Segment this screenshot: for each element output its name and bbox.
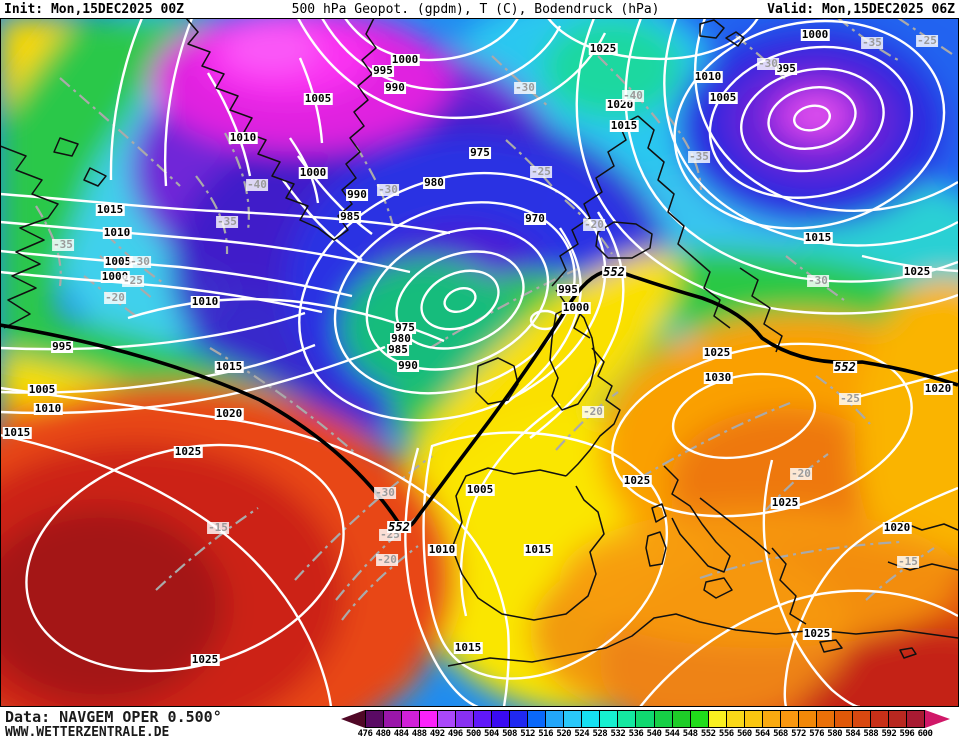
colorbar-tick: 524	[574, 729, 590, 739]
colorbar-tick: 596	[899, 729, 915, 739]
colorbar-cell	[546, 711, 565, 727]
website-label: WWW.WETTERZENTRALE.DE	[5, 725, 170, 740]
colorbar-tick: 528	[592, 729, 608, 739]
colorbar-cells	[365, 710, 925, 728]
colorbar-cell	[366, 711, 385, 727]
colorbar-tick: 536	[628, 729, 644, 739]
colorbar-tick: 564	[755, 729, 770, 739]
colorbar-tick: 580	[827, 729, 843, 739]
colorbar-cell	[744, 711, 763, 727]
colorbar-cell	[816, 711, 835, 727]
colorbar-cell	[834, 711, 853, 727]
valid-time-label: Valid: Mon,15DEC2025 06Z	[767, 1, 955, 17]
colorbar-tick: 552	[700, 729, 716, 739]
colorbar-tick: 600	[917, 729, 933, 739]
colorbar-tick: 544	[664, 729, 680, 739]
colorbar-tick: 572	[791, 729, 806, 739]
colorbar-cell	[582, 711, 601, 727]
pressure-contours	[0, 18, 959, 707]
field-blobs	[0, 18, 959, 707]
colorbar-cell	[564, 711, 583, 727]
colorbar-tick: 504	[484, 729, 499, 739]
colorbar-tick: 568	[773, 729, 788, 739]
colorbar-cell	[852, 711, 871, 727]
colorbar-tick: 560	[736, 729, 752, 739]
colorbar-cell	[384, 711, 403, 727]
colorbar-cell	[492, 711, 511, 727]
colorbar-tick: 556	[718, 729, 734, 739]
colorbar-tick: 540	[646, 729, 662, 739]
map-svg	[0, 18, 959, 707]
colorbar-cell	[798, 711, 817, 727]
title-bar: Init: Mon,15DEC2025 00Z 500 hPa Geopot. …	[0, 0, 959, 18]
colorbar-cell	[654, 711, 673, 727]
colorbar-tick: 488	[411, 729, 427, 739]
colorbar-cell	[600, 711, 619, 727]
colorbar-cell	[780, 711, 799, 727]
footer-bar: Data: NAVGEM OPER 0.500° WWW.WETTERZENTR…	[0, 707, 959, 741]
colorbar-cell	[672, 711, 691, 727]
colorbar-tick: 576	[809, 729, 824, 739]
colorbar-cell	[888, 711, 907, 727]
geopotential-colorbar: 476 480 484 488 492 496 500 504 508 512 516 520 524 5…	[341, 710, 953, 740]
colorbar-tick: 500	[465, 729, 481, 739]
colorbar-tick: 480	[375, 729, 391, 739]
colorbar-cell	[870, 711, 889, 727]
colorbar-cell	[690, 711, 709, 727]
colorbar-tick: 532	[610, 729, 626, 739]
colorbar-cell	[420, 711, 439, 727]
colorbar-tick: 508	[502, 729, 517, 739]
colorbar-tick: 592	[881, 729, 897, 739]
colorbar-tick: 548	[682, 729, 698, 739]
colorbar-cell	[402, 711, 421, 727]
colorbar-cell	[906, 711, 924, 727]
colorbar-cell	[528, 711, 547, 727]
colorbar-tick: 492	[429, 729, 445, 739]
colorbar-cell	[636, 711, 655, 727]
colorbar-right-arrow	[925, 710, 950, 728]
colorbar-tick: 584	[845, 729, 861, 739]
coastlines	[0, 18, 959, 667]
data-source-label: Data: NAVGEM OPER 0.500°	[5, 708, 222, 726]
colorbar-tick: 496	[447, 729, 463, 739]
colorbar-tick: 588	[863, 729, 879, 739]
colorbar-cell	[438, 711, 457, 727]
colorbar-cell	[618, 711, 637, 727]
map-canvas	[0, 18, 959, 707]
colorbar-left-arrow	[341, 710, 365, 728]
colorbar-cell	[456, 711, 475, 727]
colorbar-cell	[474, 711, 493, 727]
colorbar-cell	[726, 711, 745, 727]
init-time-label: Init: Mon,15DEC2025 00Z	[4, 1, 185, 17]
colorbar-cell	[510, 711, 529, 727]
geopotential-552-line	[0, 269, 959, 529]
colorbar-tick: 520	[556, 729, 572, 739]
colorbar-cell	[708, 711, 727, 727]
colorbar-cell	[762, 711, 781, 727]
colorbar-tick: 512	[520, 729, 535, 739]
colorbar-tick: 516	[538, 729, 554, 739]
colorbar-tick: 476	[357, 729, 373, 739]
map-title: 500 hPa Geopot. (gpdm), T (C), Bodendruc…	[291, 1, 660, 17]
colorbar-tick: 484	[393, 729, 409, 739]
colorbar-ticks: 476 480 484 488 492 496 500 504 508 512 516 520 524 5…	[358, 729, 933, 739]
